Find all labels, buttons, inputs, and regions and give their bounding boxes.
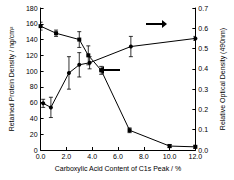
svg-text:60: 60 (30, 99, 38, 106)
svg-text:0.7: 0.7 (198, 5, 208, 12)
svg-text:Relative Optical Density (490n: Relative Optical Density (490nm) (219, 28, 227, 130)
svg-text:0.1: 0.1 (198, 126, 208, 133)
svg-text:0.3: 0.3 (198, 86, 208, 93)
svg-text:8.0: 8.0 (139, 153, 149, 160)
svg-text:140: 140 (26, 36, 38, 43)
svg-text:0: 0 (33, 146, 38, 154)
svg-text:80: 80 (30, 83, 38, 90)
svg-text:0.0: 0.0 (198, 146, 209, 154)
svg-text:10.0: 10.0 (163, 153, 177, 160)
svg-text:2.0: 2.0 (62, 153, 72, 160)
svg-text:0.5: 0.5 (198, 45, 208, 52)
svg-text:Retained Protein Density / ng/: Retained Protein Density / ng/cm² (8, 26, 16, 131)
svg-text:20: 20 (30, 131, 38, 138)
svg-text:Carboxylic Acid Content of C1s: Carboxylic Acid Content of C1s Peak / % (55, 165, 181, 173)
svg-text:100: 100 (26, 68, 38, 75)
svg-text:40: 40 (30, 115, 38, 122)
svg-text:120: 120 (26, 52, 38, 59)
svg-text:180: 180 (26, 5, 38, 12)
svg-text:12.0: 12.0 (189, 153, 203, 160)
svg-text:160: 160 (26, 20, 38, 27)
svg-text:4.0: 4.0 (87, 153, 97, 160)
svg-text:0.0: 0.0 (36, 153, 46, 160)
svg-text:0.2: 0.2 (198, 106, 208, 113)
svg-text:0.6: 0.6 (198, 25, 208, 32)
svg-text:6.0: 6.0 (113, 153, 123, 160)
svg-text:0.4: 0.4 (198, 65, 208, 72)
